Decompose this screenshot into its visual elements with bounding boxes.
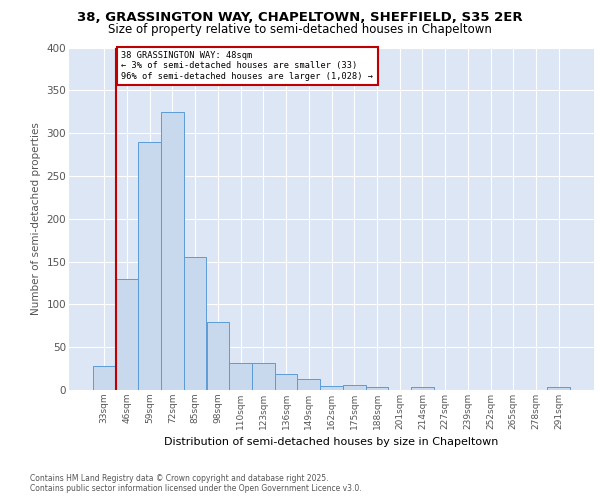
- Bar: [139, 142, 161, 390]
- Y-axis label: Number of semi-detached properties: Number of semi-detached properties: [31, 122, 41, 315]
- Bar: [275, 374, 298, 390]
- Bar: [206, 322, 229, 390]
- Text: Contains public sector information licensed under the Open Government Licence v3: Contains public sector information licen…: [30, 484, 362, 493]
- Bar: [229, 364, 252, 390]
- Bar: [252, 364, 275, 390]
- Bar: [161, 112, 184, 390]
- Bar: [547, 388, 570, 390]
- Bar: [116, 278, 139, 390]
- Bar: [93, 366, 116, 390]
- Bar: [365, 386, 388, 390]
- Text: Contains HM Land Registry data © Crown copyright and database right 2025.: Contains HM Land Registry data © Crown c…: [30, 474, 329, 483]
- Bar: [343, 385, 365, 390]
- Bar: [298, 379, 320, 390]
- X-axis label: Distribution of semi-detached houses by size in Chapeltown: Distribution of semi-detached houses by …: [164, 438, 499, 448]
- Bar: [184, 258, 206, 390]
- Text: 38 GRASSINGTON WAY: 48sqm
← 3% of semi-detached houses are smaller (33)
96% of s: 38 GRASSINGTON WAY: 48sqm ← 3% of semi-d…: [121, 51, 373, 80]
- Bar: [411, 388, 434, 390]
- Bar: [320, 386, 343, 390]
- Text: 38, GRASSINGTON WAY, CHAPELTOWN, SHEFFIELD, S35 2ER: 38, GRASSINGTON WAY, CHAPELTOWN, SHEFFIE…: [77, 11, 523, 24]
- Text: Size of property relative to semi-detached houses in Chapeltown: Size of property relative to semi-detach…: [108, 22, 492, 36]
